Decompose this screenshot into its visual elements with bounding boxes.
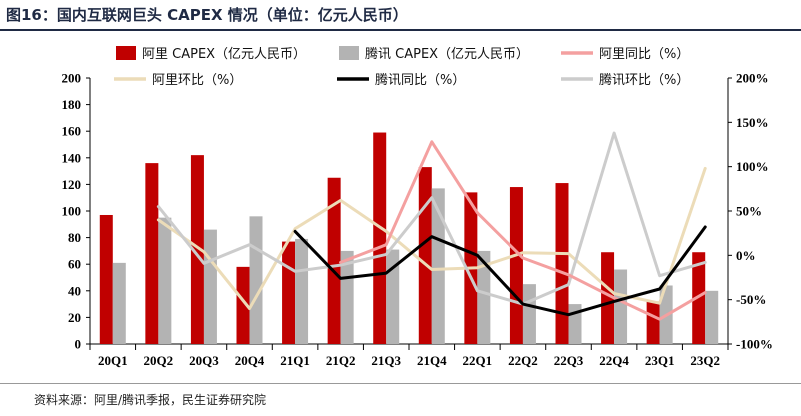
right-tick-label: -50% <box>736 292 766 307</box>
alibaba-yoy-line <box>339 140 707 321</box>
left-tick-label: 180 <box>62 97 82 112</box>
tencent-yoy-line <box>293 225 707 317</box>
tencent-capex-bar <box>386 249 400 344</box>
alibaba-capex-bar <box>601 252 615 344</box>
tencent-capex-bar <box>614 269 628 344</box>
x-tick-label: 22Q2 <box>508 353 538 368</box>
alibaba-capex-bar <box>99 214 113 344</box>
left-tick-label: 100 <box>62 204 82 219</box>
x-tick-label: 21Q3 <box>371 353 401 368</box>
tencent-capex-bar <box>477 250 491 344</box>
left-tick-label: 20 <box>68 310 81 325</box>
x-tick-label: 20Q2 <box>144 353 174 368</box>
right-tick-label: 50% <box>736 204 762 219</box>
legend-alibaba-qoq-label: 阿里环比（%） <box>152 73 242 88</box>
alibaba-qoq-line <box>156 166 707 310</box>
axes-layer: 0 20 40 60 80 100 120 140 160 180 200 -100% -50% 0% 50… <box>62 71 773 369</box>
right-tick-label: 0% <box>736 248 756 263</box>
legend-tencent-capex-swatch <box>339 46 359 60</box>
x-tick-label: 21Q1 <box>280 353 310 368</box>
x-tick-label: 23Q2 <box>690 353 720 368</box>
x-tick-label: 21Q4 <box>417 353 447 368</box>
tencent-capex-bar <box>340 250 354 344</box>
left-tick-label: 120 <box>62 177 82 192</box>
legend-alibaba-capex-label: 阿里 CAPEX（亿元人民币） <box>142 47 306 62</box>
left-tick-label: 140 <box>62 150 82 165</box>
x-tick-label: 23Q1 <box>645 353 675 368</box>
left-tick-label: 60 <box>68 257 81 272</box>
x-tick-label: 20Q3 <box>189 353 219 368</box>
left-tick-label: 0 <box>75 337 82 352</box>
x-tick-label: 20Q1 <box>98 353 128 368</box>
bars-layer <box>99 132 719 344</box>
x-tick-label: 22Q3 <box>554 353 584 368</box>
x-tick-label: 20Q4 <box>235 353 265 368</box>
tencent-qoq-line <box>156 131 707 306</box>
left-tick-label: 200 <box>62 71 82 86</box>
alibaba-capex-bar <box>145 163 159 344</box>
right-tick-label: -100% <box>736 337 773 352</box>
alibaba-capex-bar <box>327 177 341 344</box>
tencent-capex-bar <box>431 188 445 344</box>
x-tick-label: 21Q2 <box>326 353 356 368</box>
x-tick-label: 22Q4 <box>599 353 629 368</box>
tencent-capex-bar <box>249 216 263 344</box>
title-rule <box>0 29 801 31</box>
source-rule <box>0 383 801 384</box>
left-tick-label: 80 <box>68 230 81 245</box>
legend-tencent-capex-label: 腾讯 CAPEX（亿元人民币） <box>365 46 529 62</box>
tencent-capex-bar <box>522 284 536 344</box>
tencent-capex-bar <box>295 238 309 344</box>
left-tick-label: 160 <box>62 124 82 139</box>
right-tick-label: 100% <box>736 159 769 174</box>
legend-alibaba-yoy-label: 阿里同比（%） <box>599 47 689 62</box>
alibaba-capex-bar <box>418 167 432 344</box>
alibaba-capex-bar <box>646 301 660 344</box>
source-note: 资料来源：阿里/腾讯季报，民生证券研究院 <box>34 393 267 407</box>
alibaba-capex-bar <box>282 241 296 344</box>
legend-layer: 阿里 CAPEX（亿元人民币） 腾讯 CAPEX（亿元人民币） 阿里同比（%） 阿里环… <box>114 46 689 88</box>
figure-title: 图16：国内互联网巨头 CAPEX 情况（单位：亿元人民币） <box>6 6 408 24</box>
right-tick-label: 200% <box>736 71 769 86</box>
alibaba-capex-bar <box>373 132 387 344</box>
x-tick-label: 22Q1 <box>463 353 493 368</box>
tencent-capex-bar <box>112 262 126 344</box>
alibaba-capex-bar <box>509 187 523 344</box>
alibaba-capex-bar <box>190 155 204 344</box>
capex-chart: 0 20 40 60 80 100 120 140 160 180 200 -100% -50% 0% 50… <box>62 46 773 369</box>
alibaba-capex-bar <box>236 266 250 344</box>
legend-tencent-qoq-label: 腾讯环比（%） <box>599 72 689 88</box>
legend-tencent-yoy-label: 腾讯同比（%） <box>375 72 465 88</box>
lines-layer <box>156 131 707 321</box>
right-tick-label: 150% <box>736 115 769 130</box>
tencent-capex-bar <box>203 229 217 344</box>
legend-alibaba-capex-swatch <box>116 46 136 60</box>
left-tick-label: 40 <box>68 283 81 298</box>
tencent-capex-bar <box>705 290 719 344</box>
tencent-capex-bar <box>158 217 172 344</box>
alibaba-capex-bar <box>555 183 569 344</box>
